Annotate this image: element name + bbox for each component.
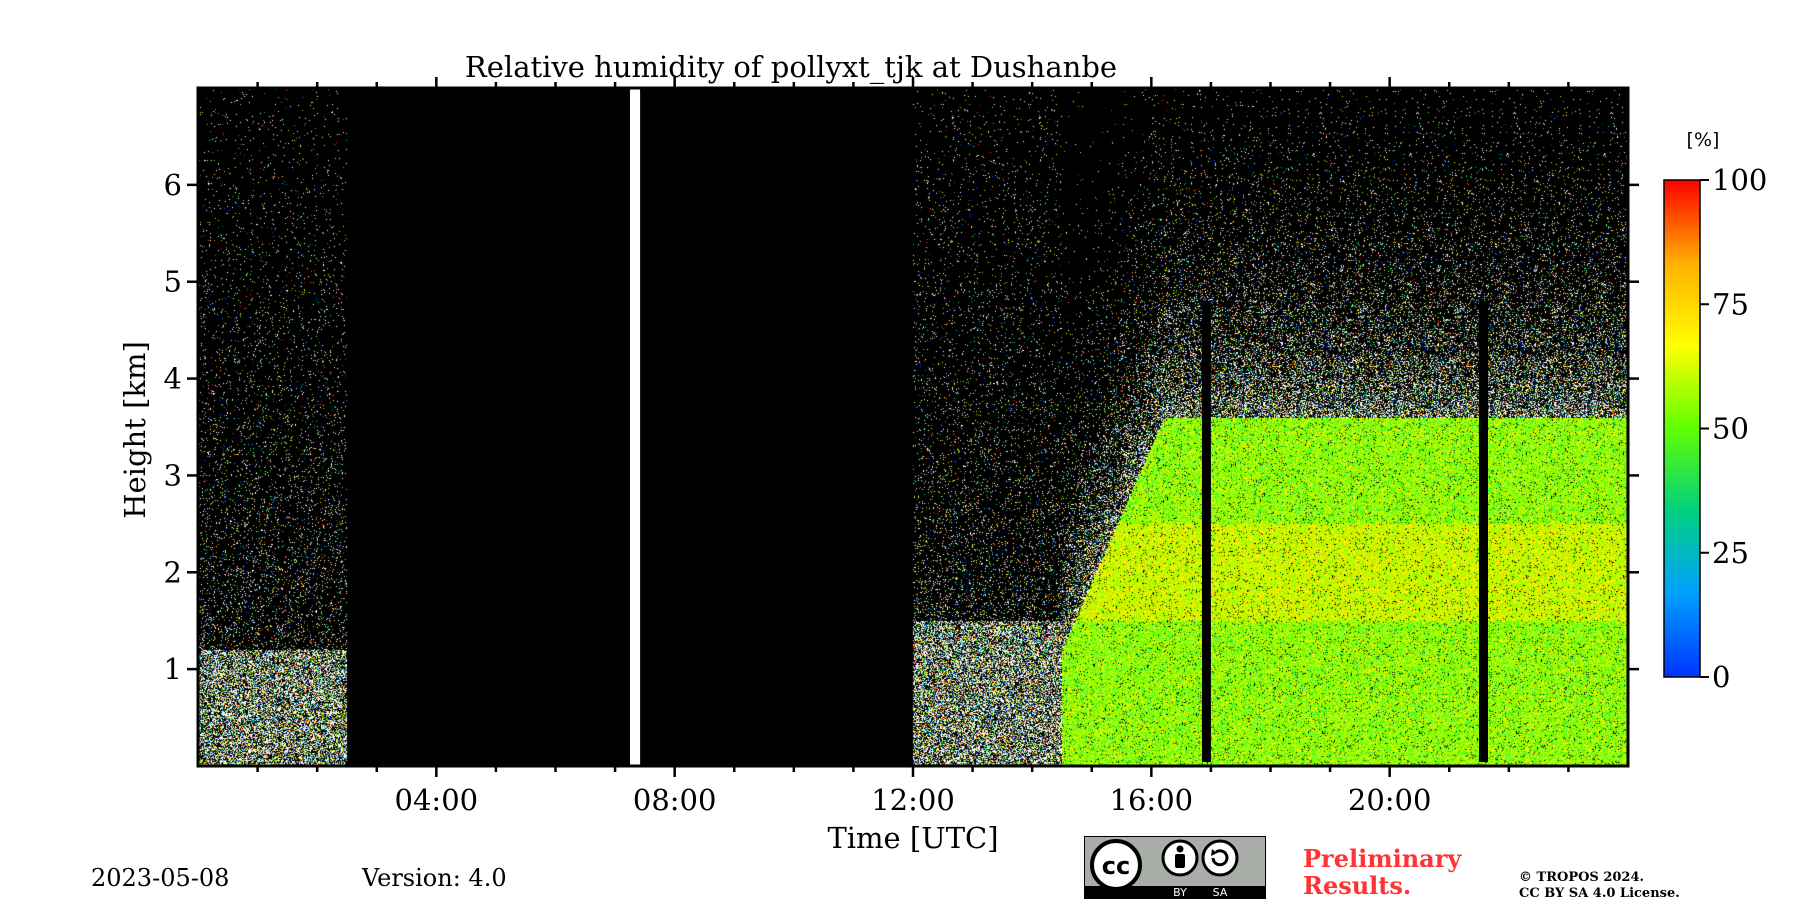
y-tick-label: 2 <box>164 555 182 589</box>
cc-license-badge[interactable]: cc BY SA <box>1084 836 1266 899</box>
x-tick-label: 08:00 <box>633 783 717 817</box>
x-tick-label: 16:00 <box>1110 783 1194 817</box>
colorbar-tick-label: 25 <box>1712 536 1749 570</box>
date-label: 2023-05-08 <box>91 864 230 892</box>
x-tick-label: 04:00 <box>395 783 479 817</box>
colorbar-label: [%] <box>1687 129 1720 151</box>
y-tick-label: 1 <box>164 652 182 686</box>
x-axis-ticks: 04:00 08:00 12:00 16:00 20:00 <box>256 77 1570 817</box>
prelim-line-2: Results. <box>1303 871 1412 900</box>
prelim-line-1: Preliminary <box>1303 844 1462 873</box>
plot-area <box>198 88 1628 766</box>
x-axis-label: Time [UTC] <box>827 821 998 855</box>
y-tick-label: 4 <box>164 362 182 396</box>
colorbar: [%] 0 25 50 75 100 <box>1663 129 1767 694</box>
chart-title: Relative humidity of pollyxt_tjk at Dush… <box>465 50 1117 85</box>
cc-by-label: BY <box>1173 886 1187 899</box>
preliminary-results-label: Preliminary Results. <box>1303 845 1461 899</box>
no-signal-bar <box>1479 301 1488 762</box>
cc-icon-text: cc <box>1102 852 1130 880</box>
no-signal-bar <box>1201 301 1211 762</box>
cc-sa-label: SA <box>1213 886 1228 899</box>
x-tick-label: 20:00 <box>1348 783 1432 817</box>
cc-icon <box>1090 839 1142 891</box>
y-tick-label: 3 <box>164 458 182 492</box>
colorbar-tick-label: 75 <box>1712 287 1749 321</box>
missing-data-gap <box>629 88 641 766</box>
sa-icon <box>1201 839 1239 877</box>
version-label: Version: 4.0 <box>362 864 507 892</box>
heatmap-regions <box>629 88 1488 766</box>
colorbar-ticks: 0 25 50 75 100 <box>1700 163 1767 694</box>
copyright-line-2: CC BY SA 4.0 License. <box>1519 886 1680 901</box>
colorbar-gradient <box>1663 179 1701 678</box>
y-axis-ticks: 1 2 3 4 5 6 <box>164 168 1639 686</box>
colorbar-tick-label: 50 <box>1712 412 1749 446</box>
x-tick-label: 12:00 <box>871 783 955 817</box>
y-tick-label: 6 <box>164 168 182 202</box>
copyright-note: © TROPOS 2024. CC BY SA 4.0 License. <box>1519 870 1680 902</box>
heatmap-image <box>198 88 1628 766</box>
colorbar-tick-label: 0 <box>1712 660 1730 694</box>
y-axis-label: Height [km] <box>118 341 152 519</box>
copyright-line-1: © TROPOS 2024. <box>1519 870 1645 885</box>
y-tick-label: 5 <box>164 265 182 299</box>
colorbar-tick-label: 100 <box>1712 163 1767 197</box>
